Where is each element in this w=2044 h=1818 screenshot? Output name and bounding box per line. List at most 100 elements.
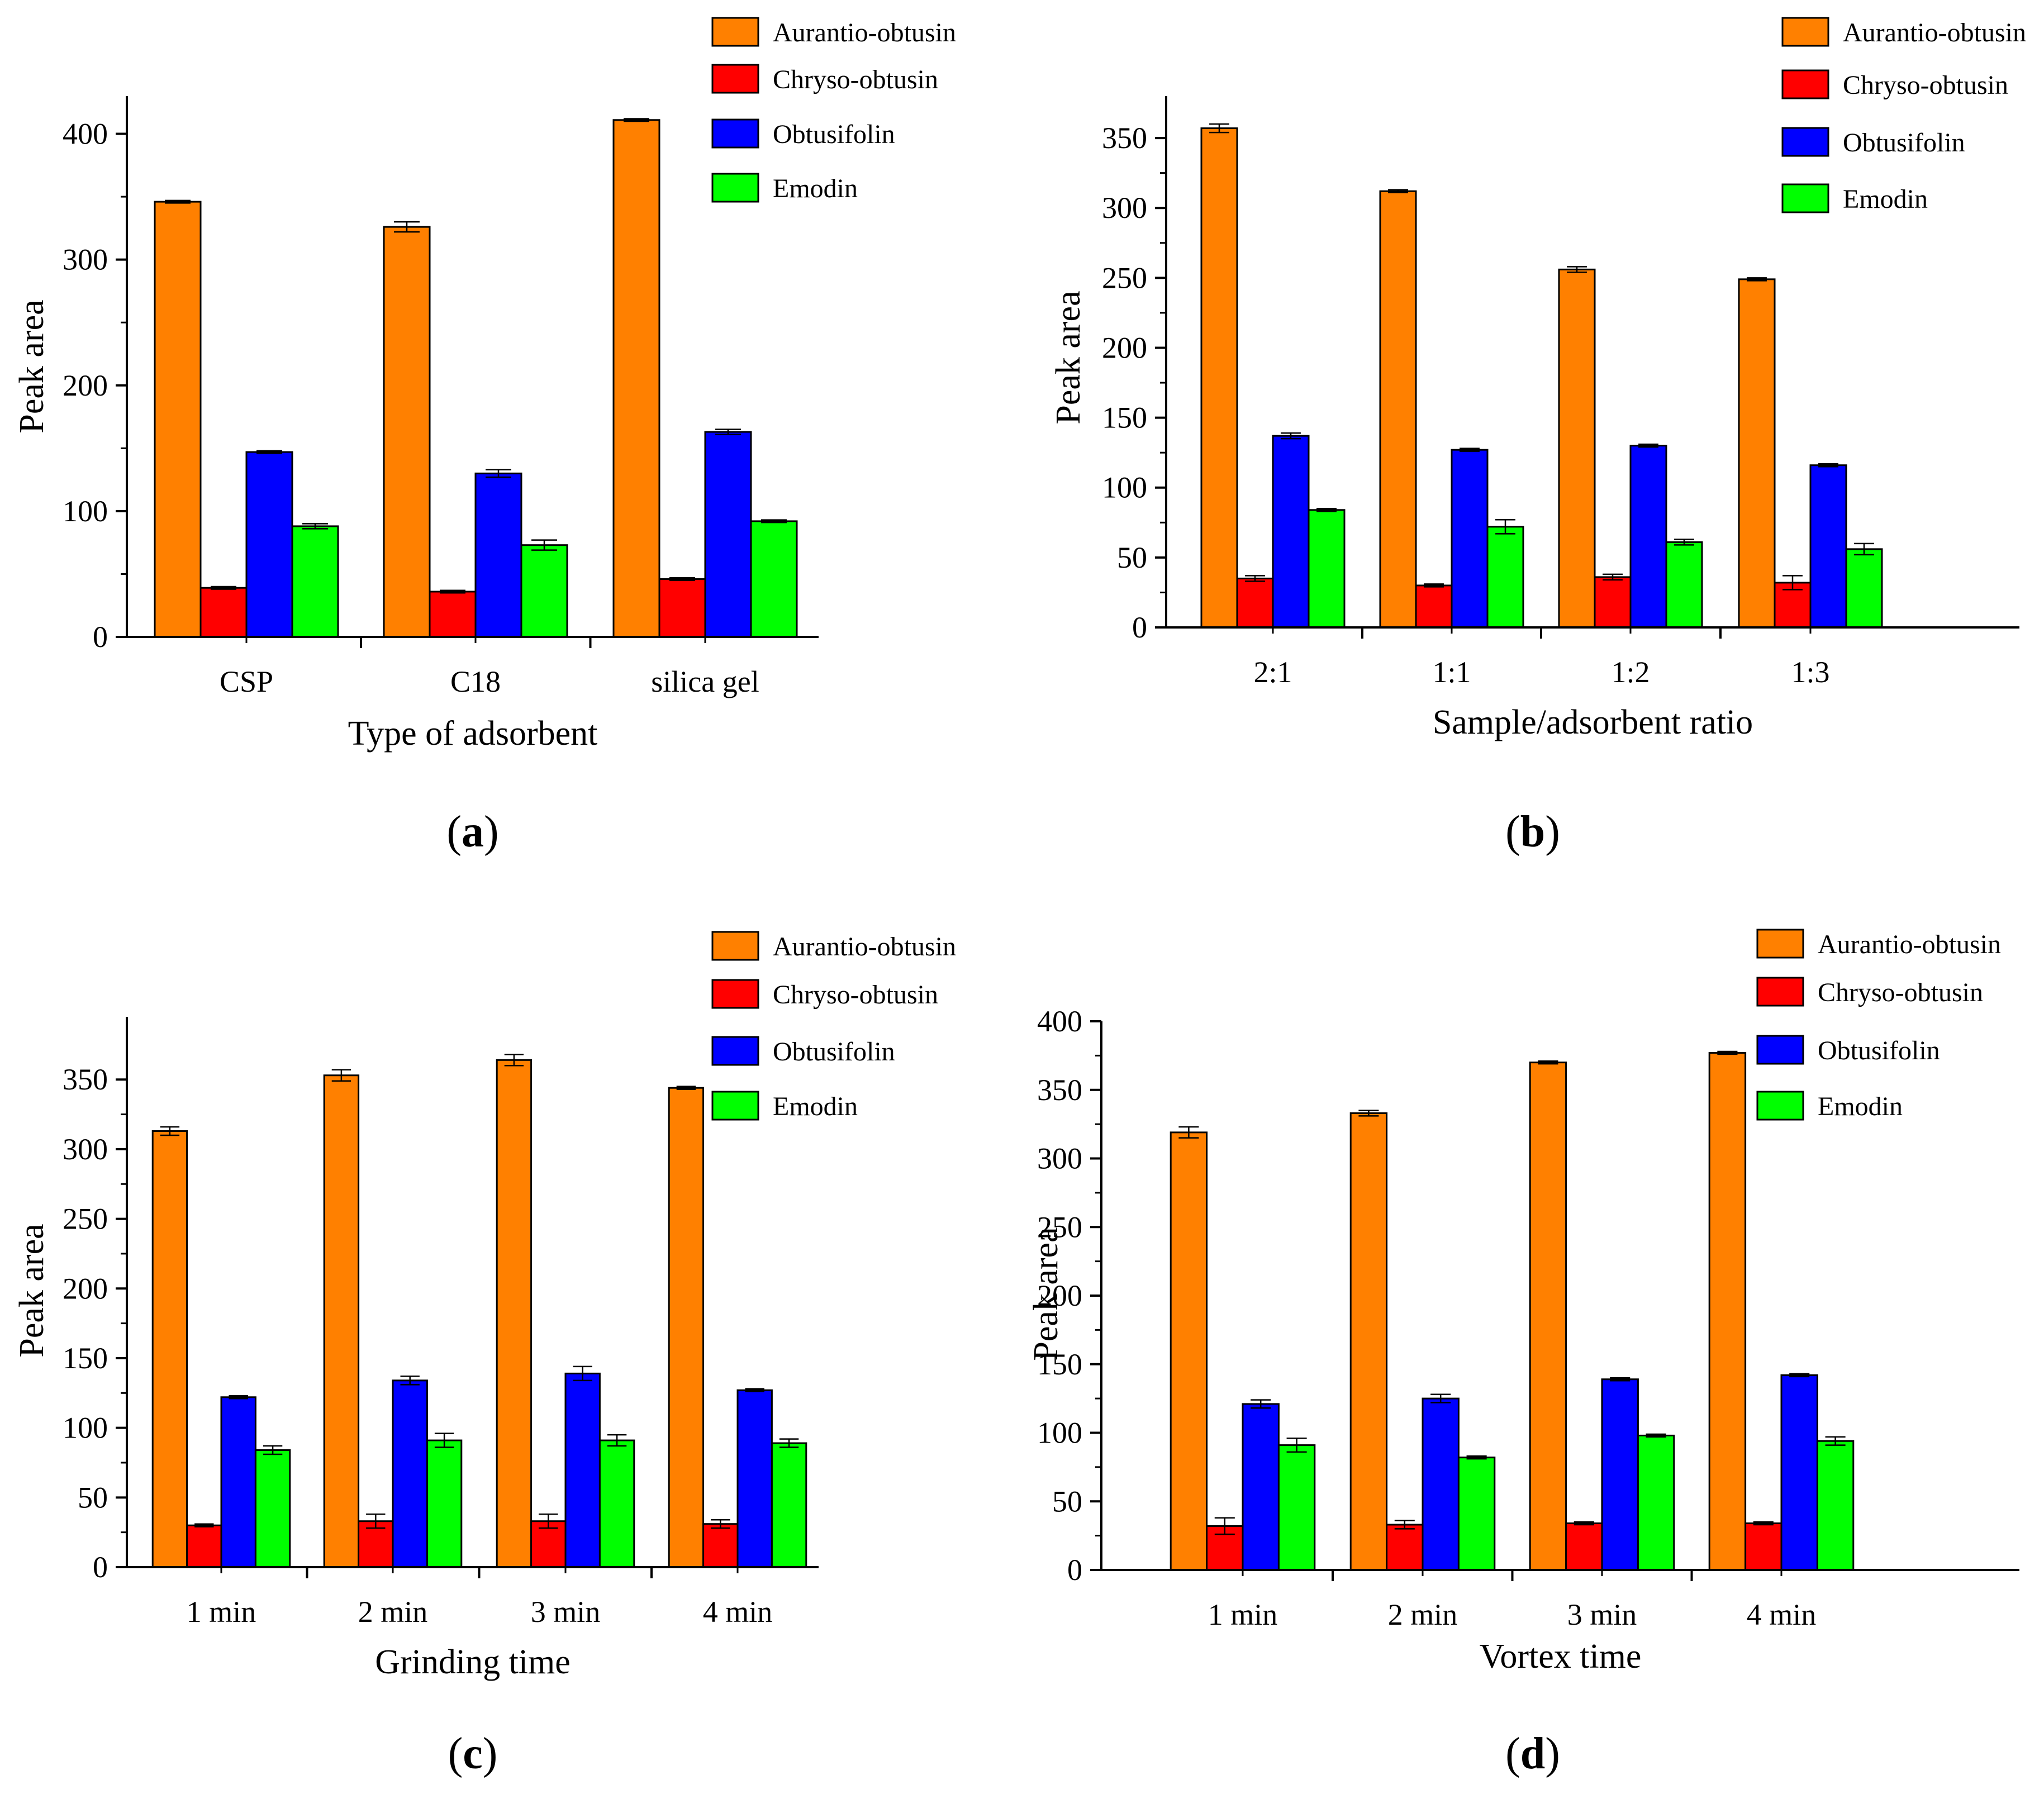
error-bar-aurantio-obtusin-0 [1178, 1126, 1199, 1139]
y-tick-label: 350 [1102, 121, 1147, 155]
y-tick-label: 0 [93, 1550, 108, 1584]
error-bar-emodin-0 [1316, 508, 1337, 512]
legend-label: Emodin [1818, 1092, 1903, 1121]
error-bar-obtusifolin-3 [1818, 463, 1838, 468]
panel-d: 0 50 100 150 200 250 300 350 400 1 min 2 min 3 min 4… [1027, 929, 2019, 1778]
x-tick-label: 2:1 [1253, 655, 1292, 689]
error-bar-obtusifolin-2 [573, 1365, 592, 1382]
bar-obtusifolin-1 [392, 1379, 428, 1568]
y-tick-label: 400 [63, 117, 108, 151]
error-bar-chryso-obtusin-0 [1214, 1517, 1235, 1535]
bar-chryso-obtusin-0 [199, 587, 248, 638]
legend-swatch-aurantio-obtusin [711, 17, 759, 47]
bar-aurantio-obtusin-1 [1379, 190, 1417, 629]
error-bar-aurantio-obtusin-3 [1747, 277, 1767, 282]
bar-emodin-3 [1816, 1440, 1855, 1571]
error-bar-emodin-1 [531, 539, 557, 551]
x-tick-label: 3 min [1567, 1598, 1637, 1631]
bar-chryso-obtusin-1 [429, 591, 477, 638]
legend-swatch-aurantio-obtusin [1756, 929, 1804, 959]
x-tick-label: silica gel [651, 665, 759, 698]
error-bar-chryso-obtusin-0 [211, 586, 236, 590]
legend-label: Aurantio-obtusin [773, 932, 956, 962]
bar-emodin-2 [598, 1439, 635, 1568]
x-axis-title: Grinding time [375, 1643, 571, 1681]
panel-label: (b) [1505, 807, 1560, 856]
legend-label: Chryso-obtusin [773, 980, 938, 1010]
x-tick-label: 2 min [358, 1595, 428, 1629]
legend: Aurantio-obtusin Chryso-obtusin Obtusifoli… [1781, 17, 2026, 214]
bar-obtusifolin-3 [1809, 464, 1847, 629]
error-bar-obtusifolin-0 [229, 1395, 248, 1400]
y-tick-label: 250 [1102, 261, 1147, 294]
x-axis-title: Sample/adsorbent ratio [1433, 703, 1753, 741]
legend-swatch-obtusifolin [711, 118, 759, 149]
bar-aurantio-obtusin-1 [383, 226, 431, 638]
bar-chryso-obtusin-0 [1236, 577, 1274, 629]
error-bar-aurantio-obtusin-2 [504, 1054, 524, 1067]
legend-label: Obtusifolin [773, 120, 895, 149]
error-bar-chryso-obtusin-1 [1424, 583, 1444, 588]
error-bar-emodin-1 [1495, 519, 1515, 535]
y-tick-label: 0 [1132, 611, 1147, 644]
bar-emodin-2 [1637, 1434, 1675, 1571]
error-bar-obtusifolin-1 [486, 469, 511, 478]
y-tick-label: 350 [1037, 1073, 1082, 1107]
error-bar-aurantio-obtusin-0 [1209, 123, 1229, 134]
bar-obtusifolin-1 [474, 472, 522, 638]
error-bar-obtusifolin-0 [1251, 1399, 1271, 1409]
panel-label-close: ) [483, 1729, 498, 1778]
error-bar-chryso-obtusin-0 [194, 1523, 214, 1527]
x-tick-label: 1:2 [1611, 655, 1650, 689]
panel-label-open: ( [448, 1729, 463, 1778]
y-axis-title: Peak area [1049, 291, 1087, 424]
legend-swatch-emodin [1781, 183, 1829, 213]
legend-swatch-emodin [1756, 1091, 1804, 1121]
error-bar-chryso-obtusin-3 [711, 1519, 730, 1529]
panel-a: 0 100 200 300 400 CSP C18 silica gel Type of ads… [13, 17, 956, 856]
y-tick-label: 350 [63, 1063, 108, 1096]
y-tick-label: 200 [1037, 1279, 1082, 1312]
bar-emodin-0 [1308, 509, 1346, 629]
panel-label-close: ) [1545, 1729, 1560, 1778]
panel-label-letter: a [462, 807, 484, 856]
error-bar-obtusifolin-1 [400, 1376, 420, 1386]
error-bar-obtusifolin-3 [1789, 1373, 1810, 1378]
error-bar-aurantio-obtusin-1 [331, 1069, 351, 1082]
bar-aurantio-obtusin-0 [151, 1130, 188, 1568]
y-tick-label: 250 [63, 1202, 108, 1236]
panel-label-letter: b [1520, 807, 1546, 856]
legend-label: Emodin [1843, 184, 1928, 214]
bar-obtusifolin-1 [1422, 1397, 1460, 1571]
error-bar-chryso-obtusin-0 [1245, 575, 1265, 582]
legend-label: Aurantio-obtusin [1843, 18, 2026, 47]
panel-label: (c) [448, 1729, 498, 1778]
bar-chryso-obtusin-3 [1744, 1522, 1782, 1571]
error-bar-chryso-obtusin-2 [1603, 573, 1623, 581]
bar-chryso-obtusin-2 [658, 578, 706, 638]
x-tick-label: 1:3 [1791, 655, 1829, 689]
error-bar-obtusifolin-2 [1610, 1377, 1631, 1382]
bar-chryso-obtusin-2 [1594, 576, 1632, 629]
legend-swatch-obtusifolin [1781, 127, 1829, 157]
bar-obtusifolin-2 [564, 1372, 601, 1568]
legend-swatch-chryso-obtusin [711, 64, 759, 94]
bar-obtusifolin-1 [1451, 449, 1489, 629]
bar-emodin-1 [1457, 1457, 1496, 1571]
error-bar-chryso-obtusin-3 [1782, 575, 1803, 591]
legend-label: Emodin [773, 174, 858, 203]
bar-aurantio-obtusin-2 [1529, 1062, 1567, 1571]
bar-aurantio-obtusin-0 [1170, 1131, 1208, 1571]
bar-aurantio-obtusin-3 [1708, 1051, 1747, 1571]
y-tick-label: 100 [1037, 1416, 1082, 1450]
bar-obtusifolin-0 [220, 1396, 256, 1568]
error-bar-obtusifolin-1 [1460, 448, 1480, 452]
bar-emodin-3 [771, 1442, 807, 1568]
y-tick-label: 0 [1067, 1553, 1082, 1587]
error-bar-aurantio-obtusin-2 [624, 118, 649, 122]
legend: Aurantio-obtusin Chryso-obtusin Obtusifoli… [1756, 929, 2001, 1121]
bar-obtusifolin-0 [245, 451, 293, 638]
legend-swatch-emodin [711, 173, 759, 203]
legend-swatch-obtusifolin [711, 1036, 759, 1066]
x-tick-label: 2 min [1388, 1598, 1458, 1631]
